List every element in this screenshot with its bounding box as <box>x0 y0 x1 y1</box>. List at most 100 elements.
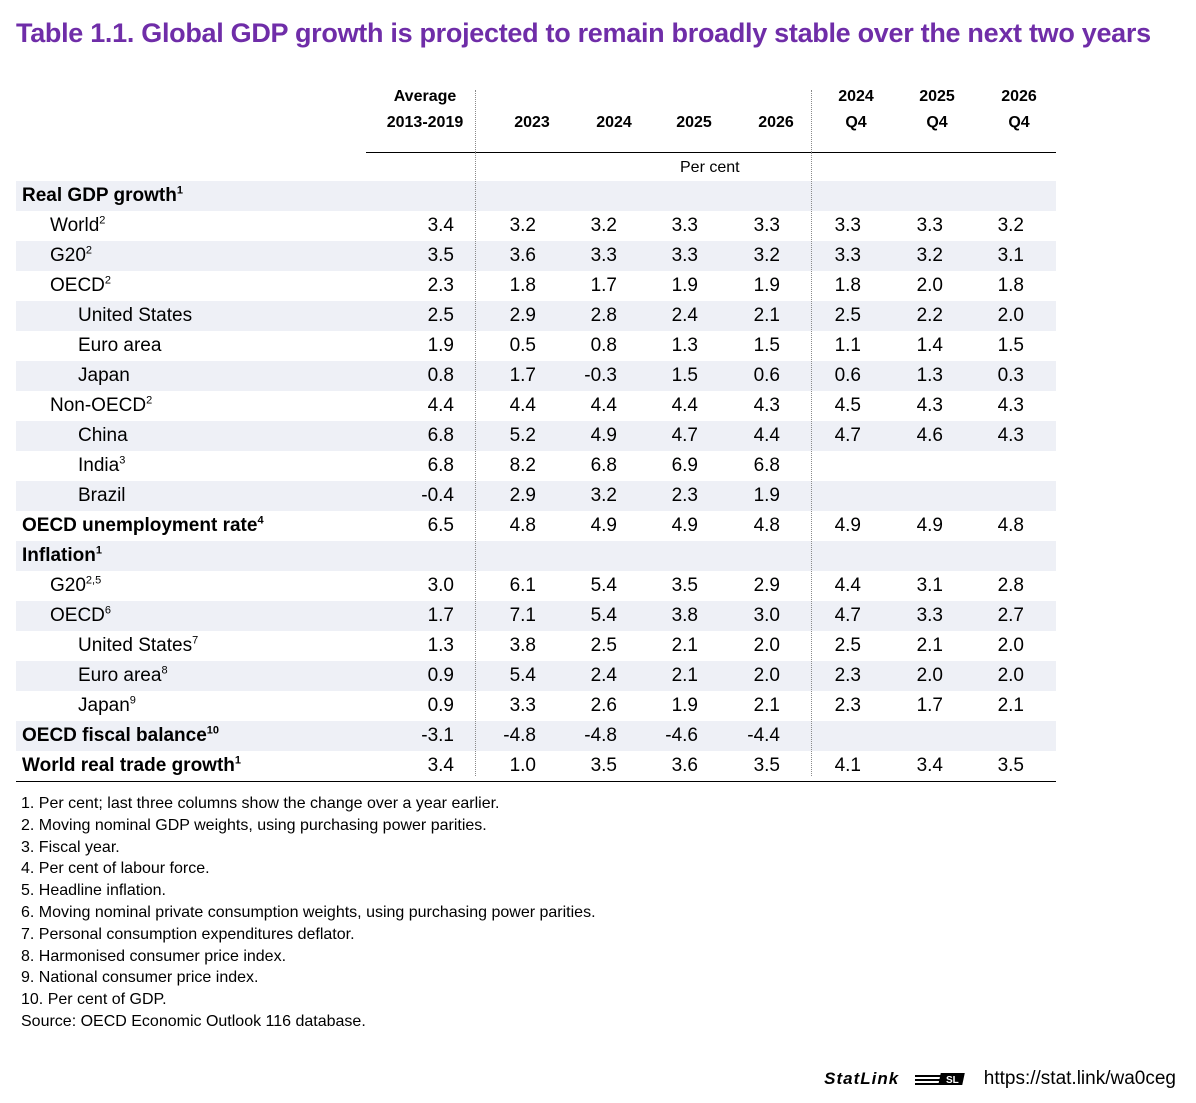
cell-value: 1.9 <box>753 275 780 296</box>
column-header-line2: 2013-2019 <box>386 114 464 131</box>
cell-value: 1.9 <box>427 335 454 356</box>
cell-value: 4.3 <box>753 395 780 416</box>
cell-value: 3.3 <box>834 245 861 266</box>
cell-value: -0.3 <box>584 365 617 386</box>
row-label-footnote-ref: 6 <box>104 604 112 617</box>
row-label-footnote-ref: 7 <box>192 634 199 647</box>
column-header-line2: 2024 <box>596 114 632 131</box>
cell-value: 1.7 <box>509 365 536 386</box>
cell-value: 2.4 <box>590 665 617 686</box>
cell-value: 3.6 <box>671 755 698 776</box>
row-label-footnote-ref: 2 <box>104 274 112 287</box>
cell-value: 6.8 <box>427 455 454 476</box>
cell-value: 4.9 <box>590 515 617 536</box>
cell-value: 2.0 <box>997 305 1024 326</box>
table-row: G202,5 3.0 6.1 5.4 3.5 2.9 4.4 3.1 2.8 <box>16 571 1056 601</box>
column-header-line1: 2025 <box>919 88 955 105</box>
header-divider-average <box>475 90 476 152</box>
column-header: 2026 Q4 <box>984 80 1054 152</box>
row-label: OECD2 <box>50 274 112 296</box>
cell-value: 4.1 <box>834 755 861 776</box>
cell-value: 2.1 <box>997 695 1024 716</box>
cell-value: 2.8 <box>590 305 617 326</box>
row-label: Brazil <box>78 485 126 506</box>
table-row: World real trade growth1 3.4 1.0 3.5 3.6 3.5 4… <box>16 751 1056 781</box>
row-label-footnote-ref: 1 <box>95 544 103 557</box>
cell-value: 4.4 <box>671 395 698 416</box>
column-header: 2024 <box>579 80 649 152</box>
footnote: 4. Per cent of labour force. <box>21 860 210 878</box>
cell-value: 2.9 <box>509 305 536 326</box>
column-header: 2025 <box>659 80 729 152</box>
cell-value: 3.2 <box>590 485 617 506</box>
cell-value: 1.7 <box>590 275 617 296</box>
row-label-footnote-ref: 8 <box>161 664 168 677</box>
row-label: United States <box>78 305 193 326</box>
table-row: Real GDP growth1 <box>16 181 1056 211</box>
cell-value: 2.1 <box>916 635 943 656</box>
cell-value: 2.4 <box>671 305 698 326</box>
row-label: OECD6 <box>50 604 112 626</box>
unit-label: Per cent <box>680 159 740 176</box>
table-row: OECD2 2.3 1.8 1.7 1.9 1.9 1.8 2.0 1.8 <box>16 271 1056 301</box>
cell-value: 2.0 <box>753 665 780 686</box>
cell-value: 1.9 <box>671 275 698 296</box>
cell-value: 0.3 <box>997 365 1024 386</box>
cell-value: 2.3 <box>671 485 698 506</box>
cell-value: 4.4 <box>590 395 617 416</box>
table-body: Real GDP growth1 World2 3.4 3.2 3.2 3.3 3.3 3.3… <box>16 181 1056 781</box>
cell-value: 1.5 <box>671 365 698 386</box>
cell-value: 2.0 <box>916 275 943 296</box>
footnote: 1. Per cent; last three columns show the… <box>21 795 500 812</box>
cell-value: 6.1 <box>509 575 536 596</box>
cell-value: 3.0 <box>427 575 454 596</box>
cell-value: 2.0 <box>997 635 1024 656</box>
column-header-line1: Average <box>393 88 457 105</box>
cell-value: -4.6 <box>665 725 698 746</box>
cell-value: 3.1 <box>997 245 1024 266</box>
row-label: Japan9 <box>78 694 136 716</box>
cell-value: 2.5 <box>590 635 617 656</box>
cell-value: 0.9 <box>427 665 454 686</box>
cell-value: 4.9 <box>671 515 698 536</box>
cell-value: 3.5 <box>590 755 617 776</box>
row-label-footnote-ref: 4 <box>257 514 264 527</box>
svg-text:SL: SL <box>946 1075 959 1086</box>
cell-value: 3.6 <box>509 245 536 266</box>
row-label: Non-OECD2 <box>50 394 153 416</box>
row-label: India3 <box>78 454 126 476</box>
cell-value: 3.4 <box>427 215 454 236</box>
table-title: Table 1.1. Global GDP growth is projecte… <box>16 18 1151 48</box>
cell-value: 4.8 <box>753 515 780 536</box>
table-row: Brazil -0.4 2.9 3.2 2.3 1.9 <box>16 481 1056 511</box>
row-label-footnote-ref: 2 <box>85 244 93 257</box>
statlink-url[interactable]: https://stat.link/wa0ceg <box>983 1068 1176 1089</box>
cell-value: 1.4 <box>916 335 943 356</box>
row-label-footnote-ref: 2 <box>99 214 106 227</box>
cell-value: 2.5 <box>427 305 454 326</box>
footnote: 7. Personal consumption expenditures def… <box>21 925 355 943</box>
statlink[interactable]: StatLink SL https://stat.link/wa0ceg <box>824 1068 1176 1090</box>
cell-value: 3.4 <box>916 755 943 776</box>
cell-value: 4.3 <box>916 395 943 416</box>
cell-value: 4.9 <box>590 425 617 446</box>
row-label: Euro area8 <box>78 664 168 686</box>
cell-value: 3.3 <box>753 215 780 236</box>
cell-value: 4.4 <box>834 575 861 596</box>
table-row: China 6.8 5.2 4.9 4.7 4.4 4.7 4.6 4.3 <box>16 421 1056 451</box>
cell-value: 2.0 <box>997 665 1024 686</box>
cell-value: -4.8 <box>503 725 536 746</box>
table-row: Japan9 0.9 3.3 2.6 1.9 2.1 2.3 1.7 2.1 <box>16 691 1056 721</box>
cell-value: 4.5 <box>834 395 861 416</box>
cell-value: 3.8 <box>671 605 698 626</box>
cell-value: 4.4 <box>509 395 536 416</box>
cell-value: -4.4 <box>747 725 780 746</box>
row-label: United States7 <box>78 634 199 656</box>
column-header: 2024 Q4 <box>821 80 891 152</box>
cell-value: 1.8 <box>834 275 861 296</box>
row-label: OECD unemployment rate4 <box>22 514 264 536</box>
cell-value: 1.3 <box>427 635 454 656</box>
statlink-brand: StatLink <box>824 1069 900 1088</box>
cell-value: 3.3 <box>834 215 861 236</box>
cell-value: 2.8 <box>997 575 1024 596</box>
